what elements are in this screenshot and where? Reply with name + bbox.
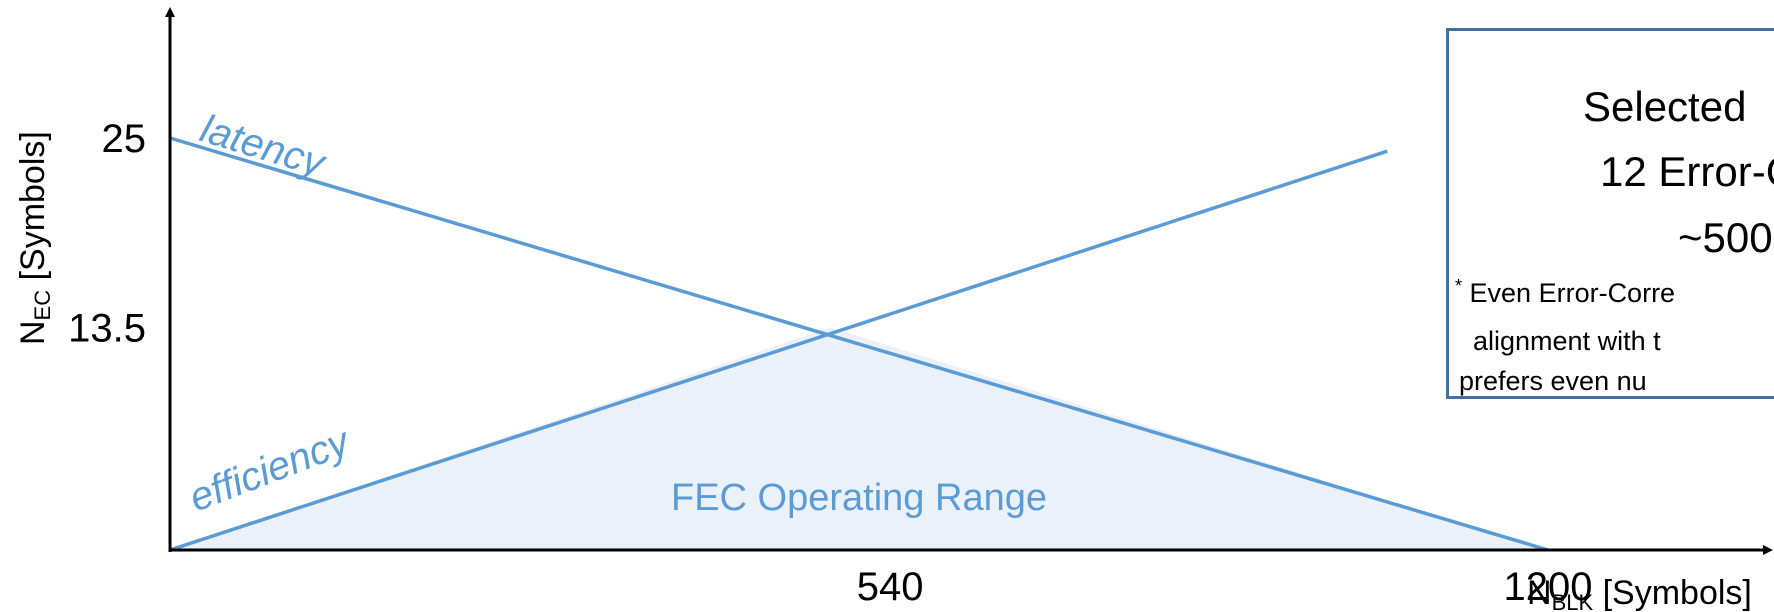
series-line-efficiency (169, 149, 1388, 552)
y-axis-label-main: N (14, 320, 52, 345)
series-line-latency (169, 136, 1549, 552)
info-line-block-size: ~500 s (1678, 214, 1774, 261)
y-tick-label-25: 25 (102, 117, 147, 161)
series-label-latency: latency (195, 107, 332, 187)
info-footnote-3: prefers even nu (1459, 366, 1647, 396)
x-axis-label-rest: [Symbols] (1593, 574, 1752, 612)
fec-operating-range-area (170, 327, 1548, 550)
y-axis-label-rest: [Symbols] (14, 131, 52, 290)
selected-parameters-box: Selected 12 Error-C ~500 s * Even Error-… (1446, 28, 1774, 399)
x-axis-label-sub: BLK (1552, 590, 1594, 612)
x-axis-label: NBLK [Symbols] (1527, 574, 1752, 612)
x-axis-label-main: N (1527, 574, 1552, 612)
info-footnote-1: * Even Error-Corre (1455, 276, 1675, 309)
footnote-mark: * (1455, 276, 1463, 296)
fec-operating-range-label: FEC Operating Range (671, 477, 1047, 519)
info-footnote-2: alignment with t (1473, 326, 1661, 356)
x-tick-label-1200: 1200 (1504, 565, 1593, 609)
info-line-error-correction: 12 Error-C (1600, 148, 1774, 195)
footnote-text-1: Even Error-Corre (1469, 278, 1676, 308)
info-line-selected: Selected (1583, 83, 1747, 130)
y-tick-label-13.5: 13.5 (68, 307, 146, 351)
plot-area: FEC Operating Rangelatencyefficiency2513… (68, 107, 1592, 609)
y-axis-label: NEC [Symbols] (14, 131, 55, 345)
x-tick-label-540: 540 (857, 565, 924, 609)
y-axis-label-sub: EC (30, 290, 55, 321)
